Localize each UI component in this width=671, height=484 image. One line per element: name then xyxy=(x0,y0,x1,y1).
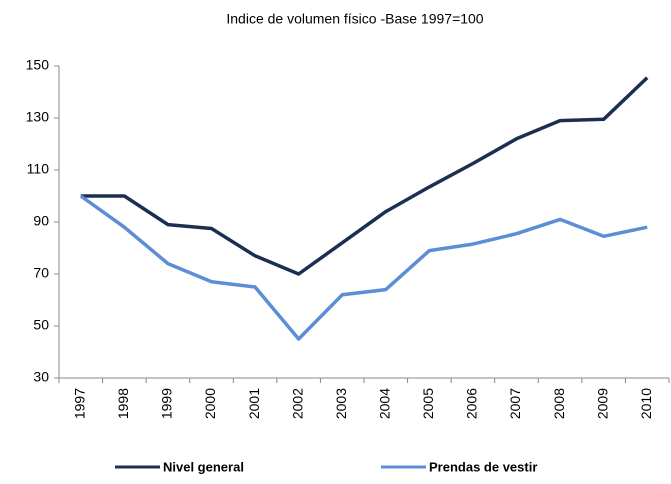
x-tick-label: 2006 xyxy=(464,388,480,419)
y-tick-label: 150 xyxy=(26,57,50,73)
x-tick-label: 2005 xyxy=(420,388,436,419)
series-line xyxy=(79,194,648,341)
y-tick-label: 70 xyxy=(33,265,49,281)
y-tick-label: 90 xyxy=(33,213,49,229)
legend-label: Nivel general xyxy=(163,459,244,474)
x-tick-label: 1999 xyxy=(159,388,175,419)
y-tick-label: 30 xyxy=(33,369,49,385)
x-tick-label: 2004 xyxy=(376,388,392,419)
y-tick-label: 130 xyxy=(26,109,50,125)
legend-label: Prendas de vestir xyxy=(429,459,537,474)
chart-title: Indice de volumen físico -Base 1997=100 xyxy=(226,11,483,27)
x-tick-label: 2003 xyxy=(333,388,349,419)
x-tick-label: 2001 xyxy=(246,388,262,419)
x-tick-label: 1998 xyxy=(115,388,131,419)
series-line xyxy=(80,76,649,276)
x-tick-label: 2008 xyxy=(551,388,567,419)
x-tick-label: 2000 xyxy=(202,388,218,419)
x-tick-label: 2002 xyxy=(289,388,305,419)
x-tick-label: 2010 xyxy=(638,388,654,419)
x-tick-label: 1997 xyxy=(71,388,87,419)
x-tick-label: 2009 xyxy=(594,388,610,419)
x-tick-label: 2007 xyxy=(507,388,523,419)
y-tick-label: 50 xyxy=(33,317,49,333)
y-tick-label: 110 xyxy=(27,161,50,177)
